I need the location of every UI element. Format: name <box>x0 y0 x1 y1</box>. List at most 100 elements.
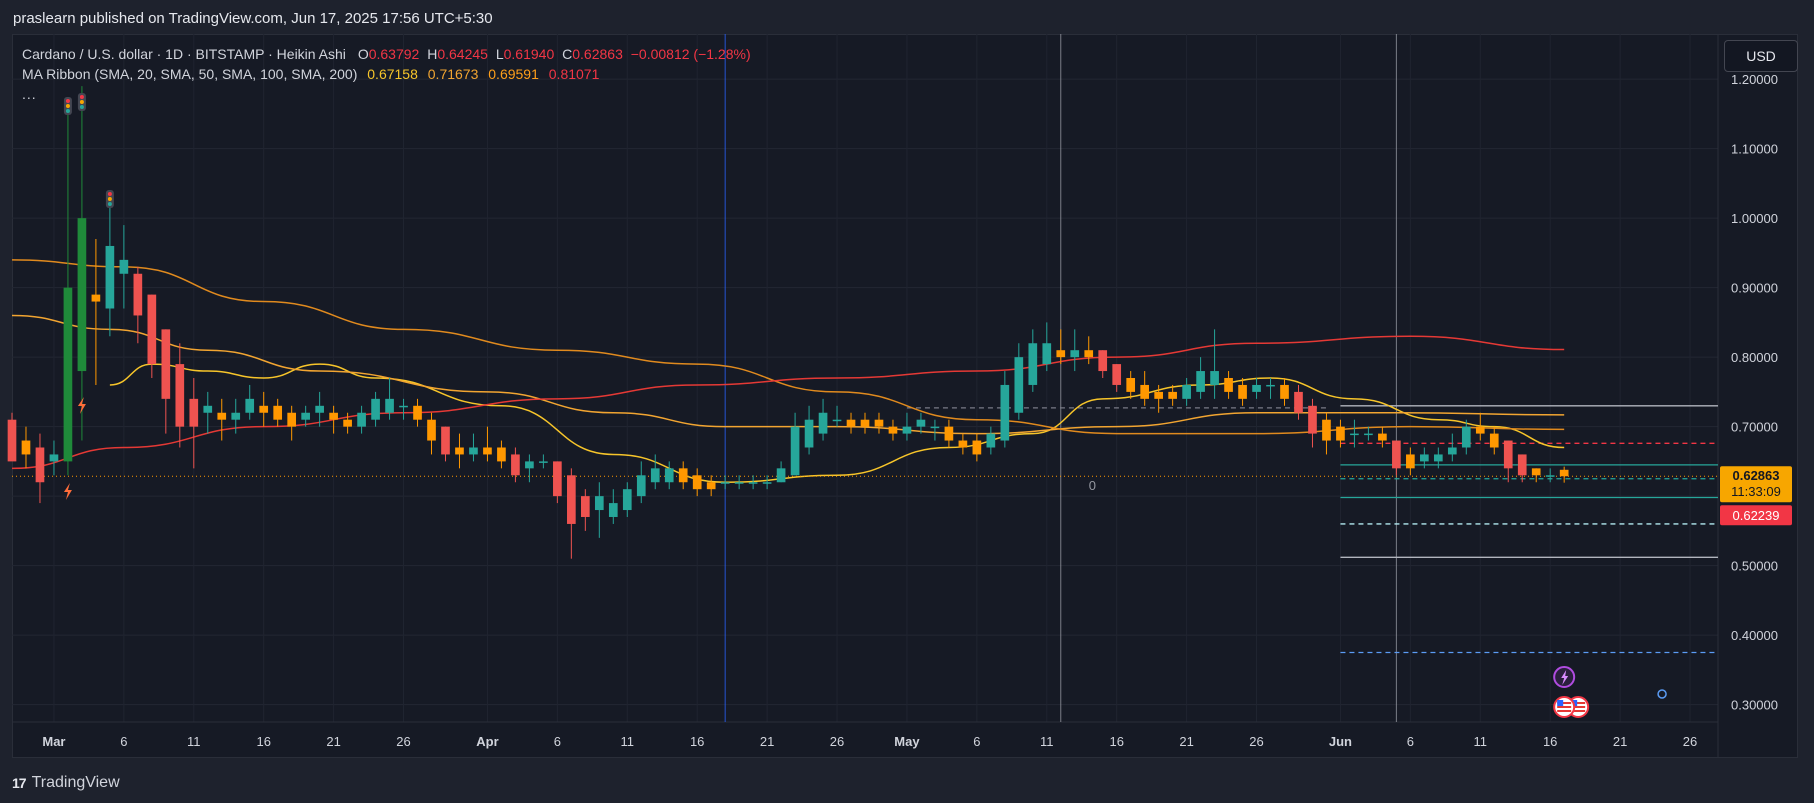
candle-body <box>525 461 534 469</box>
candle-body <box>706 482 716 490</box>
x-tick-label: Apr <box>476 734 498 749</box>
candle-body <box>1126 378 1136 392</box>
candle-body <box>567 475 576 524</box>
ma-ribbon-title[interactable]: MA Ribbon (SMA, 20, SMA, 50, SMA, 100, S… <box>22 66 358 82</box>
candle-body <box>119 259 129 274</box>
x-tick-label: May <box>894 734 920 749</box>
open-value: 0.63792 <box>368 46 420 62</box>
x-tick-label: 6 <box>120 734 127 749</box>
candle-body <box>1489 433 1499 448</box>
chart-legend: Cardano / U.S. dollar · 1D · BITSTAMP · … <box>22 44 751 104</box>
us-flag-icon <box>1571 706 1586 708</box>
candle-body <box>1224 378 1233 392</box>
x-tick-label: 21 <box>1613 734 1627 749</box>
high-value: 0.64245 <box>437 46 488 62</box>
currency-button[interactable]: USD <box>1724 40 1798 72</box>
y-tick-label: 0.30000 <box>1731 698 1778 713</box>
candle-body <box>986 433 996 448</box>
candle-body <box>972 440 982 455</box>
candle-body <box>1196 371 1205 392</box>
candle-body <box>1168 391 1177 399</box>
x-tick-label: 26 <box>396 734 410 749</box>
candle-body <box>1503 440 1513 469</box>
y-tick-label: 0.40000 <box>1731 628 1778 643</box>
candle-body <box>133 273 143 316</box>
candle-body <box>846 419 856 427</box>
level-price-tag <box>1720 505 1792 526</box>
candle-body <box>189 398 199 427</box>
chart-panel[interactable] <box>12 34 1798 758</box>
candle-body <box>1140 384 1150 399</box>
traffic-light-icon <box>107 197 112 201</box>
traffic-light-icon <box>65 109 70 113</box>
candle-body <box>1210 371 1219 385</box>
candle-body <box>1154 391 1163 399</box>
candle-body <box>748 482 758 484</box>
candle-body <box>553 461 562 497</box>
ma-line-sma100 <box>11 259 1565 435</box>
lightning-icon <box>77 397 86 414</box>
candle-body <box>608 503 618 517</box>
candle-body <box>1028 343 1038 385</box>
candle-body <box>1112 364 1122 385</box>
candle-body <box>1322 419 1331 441</box>
candle-body <box>259 405 269 413</box>
footer-brand[interactable]: 17 TradingView <box>12 770 120 796</box>
brand-name: TradingView <box>31 774 120 791</box>
candle-body <box>958 440 968 448</box>
candle-body <box>1070 350 1080 358</box>
candle-body <box>776 468 786 483</box>
candle-body <box>1433 454 1443 462</box>
candle-body <box>622 489 632 511</box>
lightning-icon <box>63 483 72 500</box>
candle-body <box>1364 433 1373 436</box>
candle-body <box>1084 350 1094 358</box>
candle-body <box>1098 350 1108 372</box>
candle-body <box>734 482 744 484</box>
candle-body <box>231 412 241 420</box>
candle-body <box>329 412 338 420</box>
sun-moon-icon <box>1670 688 1677 700</box>
traffic-light-icon <box>65 99 70 103</box>
candle-body <box>217 412 227 420</box>
y-tick-label: 0.80000 <box>1731 350 1778 365</box>
candle-body <box>944 426 954 441</box>
candle-body <box>413 405 422 420</box>
ma-line-sma20 <box>109 363 1565 483</box>
y-tick-label: 0.90000 <box>1731 281 1778 296</box>
change-value: −0.00812 (−1.28%) <box>630 46 751 62</box>
candle-body <box>469 447 478 455</box>
us-flag-icon <box>1557 706 1572 708</box>
traffic-light-icon <box>107 202 112 206</box>
sun-moon-icon <box>1657 689 1667 699</box>
close-label: C <box>562 46 573 62</box>
x-tick-label: 11 <box>1474 734 1488 749</box>
zero-marker: 0 <box>1089 478 1096 493</box>
x-tick-label: 21 <box>326 734 340 749</box>
publish-info: praslearn published on TradingView.com, … <box>13 10 493 27</box>
x-tick-label: 26 <box>1249 734 1263 749</box>
x-tick-label: 11 <box>621 734 635 749</box>
candle-body <box>888 426 898 434</box>
candle-body <box>1042 343 1052 365</box>
candle-body <box>762 482 772 484</box>
candle-body <box>49 454 59 462</box>
x-tick-label: Jun <box>1329 734 1352 749</box>
candle-body <box>371 398 380 420</box>
x-tick-label: 16 <box>690 734 704 749</box>
x-tick-label: 21 <box>1179 734 1193 749</box>
candle-body <box>1056 350 1066 358</box>
candle-body <box>1475 426 1485 434</box>
y-tick-label: 0.50000 <box>1731 559 1778 574</box>
ma50-value: 0.71673 <box>427 66 479 82</box>
candle-body <box>21 440 31 455</box>
candle-body <box>511 454 520 476</box>
countdown-label: 11:33:09 <box>1731 484 1781 499</box>
candle-body <box>804 419 814 448</box>
more-indicators-button[interactable]: ... <box>22 86 37 102</box>
candle-body <box>497 447 506 462</box>
symbol-title[interactable]: Cardano / U.S. dollar · 1D · BITSTAMP · … <box>22 46 346 62</box>
candle-body <box>720 482 730 484</box>
candle-body <box>105 245 115 309</box>
